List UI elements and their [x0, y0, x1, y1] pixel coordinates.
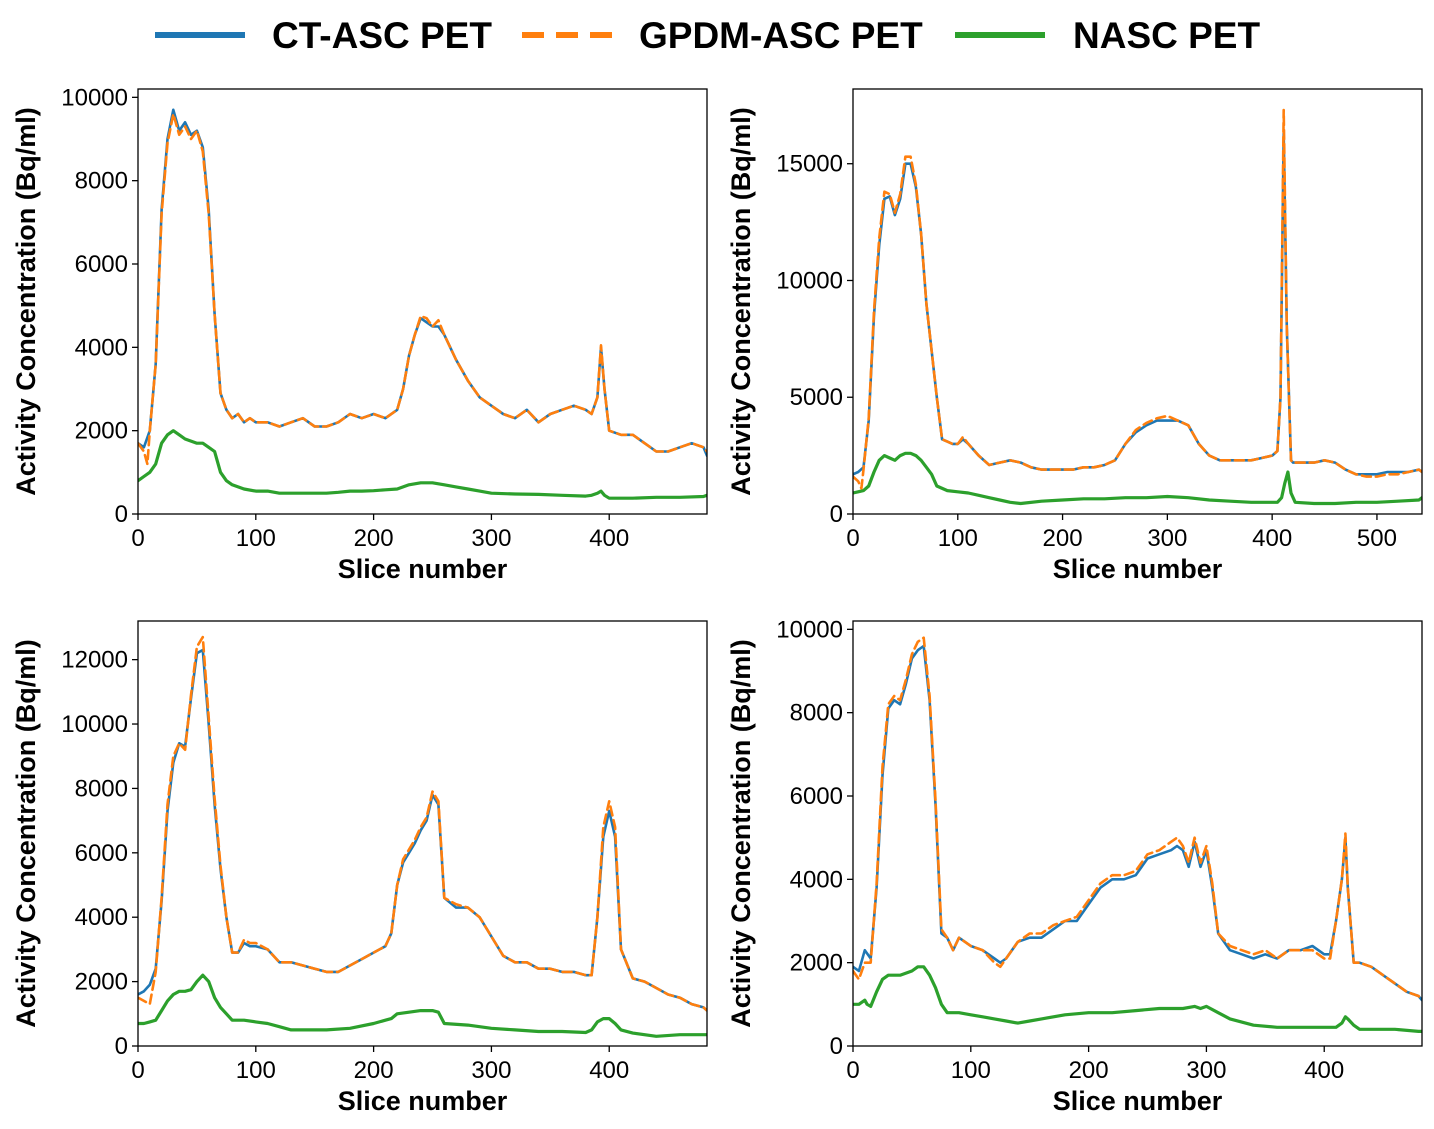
series-line-gpdm-asc-pet	[853, 636, 1422, 1002]
plot-frame	[137, 620, 708, 1047]
x-tick-label: 400	[1304, 1057, 1344, 1084]
x-tick-label: 0	[846, 1057, 859, 1084]
plot-frame	[137, 88, 708, 515]
series-group	[853, 636, 1422, 1034]
x-tick-label: 300	[471, 1057, 511, 1084]
chart-panel-1: 0 100 200 300 4000200040006000800010000Slice…	[11, 84, 708, 584]
series-line-gpdm-asc-pet	[138, 635, 707, 1012]
x-tick-label: 300	[1186, 1057, 1226, 1084]
y-tick-label: 0	[830, 501, 843, 528]
x-tick-label: 400	[1252, 525, 1292, 552]
x-tick-label: 0	[131, 525, 144, 552]
y-tick-label: 6000	[75, 840, 128, 867]
y-tick-label: 0	[115, 1033, 128, 1060]
y-tick-label: 15000	[776, 151, 843, 178]
y-axis-title: Activity Concentration (Bq/ml)	[726, 639, 756, 1028]
y-tick-label: 8000	[790, 700, 843, 727]
y-tick-label: 10000	[776, 267, 843, 294]
x-tick-label: 200	[1069, 1057, 1109, 1084]
legend-label-ct-asc: CT-ASC PET	[272, 15, 492, 56]
legend-label-nasc: NASC PET	[1073, 15, 1260, 56]
series-line-nasc-pet	[138, 973, 707, 1038]
x-tick-label: 200	[354, 525, 394, 552]
y-tick-label: 4000	[75, 904, 128, 931]
x-tick-label: 400	[589, 525, 629, 552]
series-group	[138, 108, 707, 500]
chart-panel-3: 0 100 200 300 400020004000600080001000012000…	[11, 620, 708, 1116]
series-group	[853, 108, 1422, 506]
y-tick-label: 10000	[61, 84, 128, 111]
y-tick-label: 10000	[776, 616, 843, 643]
y-tick-label: 2000	[75, 969, 128, 996]
y-tick-label: 12000	[61, 647, 128, 674]
y-tick-label: 2000	[790, 950, 843, 977]
x-tick-label: 0	[131, 1057, 144, 1084]
series-line-gpdm-asc-pet	[853, 108, 1422, 490]
plot-frame	[852, 88, 1423, 515]
y-tick-label: 0	[115, 501, 128, 528]
series-line-nasc-pet	[138, 429, 707, 500]
x-tick-label: 300	[1147, 525, 1187, 552]
series-line-ct-asc-pet	[853, 132, 1422, 476]
series-line-ct-asc-pet	[138, 648, 707, 1012]
y-tick-label: 4000	[790, 866, 843, 893]
series-line-ct-asc-pet	[853, 644, 1422, 1002]
y-tick-label: 6000	[75, 251, 128, 278]
y-tick-label: 0	[830, 1033, 843, 1060]
y-axis-title: Activity Concentration (Bq/ml)	[11, 107, 41, 496]
y-axis-title: Activity Concentration (Bq/ml)	[11, 639, 41, 1028]
x-tick-label: 500	[1357, 525, 1397, 552]
legend: CT-ASC PET GPDM-ASC PET NASC PET	[155, 15, 1260, 56]
series-line-nasc-pet	[853, 965, 1422, 1034]
y-tick-label: 6000	[790, 783, 843, 810]
y-axis-title: Activity Concentration (Bq/ml)	[726, 107, 756, 496]
x-axis-title: Slice number	[338, 1086, 508, 1116]
x-axis-title: Slice number	[1053, 554, 1223, 584]
y-tick-label: 5000	[790, 384, 843, 411]
x-tick-label: 100	[236, 525, 276, 552]
y-tick-label: 2000	[75, 418, 128, 445]
plot-frame	[852, 620, 1423, 1047]
x-axis-title: Slice number	[338, 554, 508, 584]
x-tick-label: 0	[846, 525, 859, 552]
x-tick-label: 100	[938, 525, 978, 552]
x-tick-label: 100	[951, 1057, 991, 1084]
chart-panel-4: 0 100 200 300 4000200040006000800010000Slice…	[726, 616, 1423, 1116]
y-tick-label: 10000	[61, 711, 128, 738]
x-axis-title: Slice number	[1053, 1086, 1223, 1116]
legend-label-gpdm-asc: GPDM-ASC PET	[639, 15, 923, 56]
x-tick-label: 200	[1043, 525, 1083, 552]
x-tick-label: 100	[236, 1057, 276, 1084]
series-line-nasc-pet	[853, 451, 1422, 506]
x-tick-label: 400	[589, 1057, 629, 1084]
y-tick-label: 8000	[75, 168, 128, 195]
y-tick-label: 8000	[75, 775, 128, 802]
series-line-gpdm-asc-pet	[138, 112, 707, 466]
x-tick-label: 200	[354, 1057, 394, 1084]
x-tick-label: 300	[471, 525, 511, 552]
series-group	[138, 635, 707, 1038]
y-tick-label: 4000	[75, 334, 128, 361]
